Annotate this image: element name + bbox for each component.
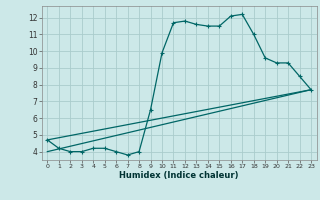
- X-axis label: Humidex (Indice chaleur): Humidex (Indice chaleur): [119, 171, 239, 180]
